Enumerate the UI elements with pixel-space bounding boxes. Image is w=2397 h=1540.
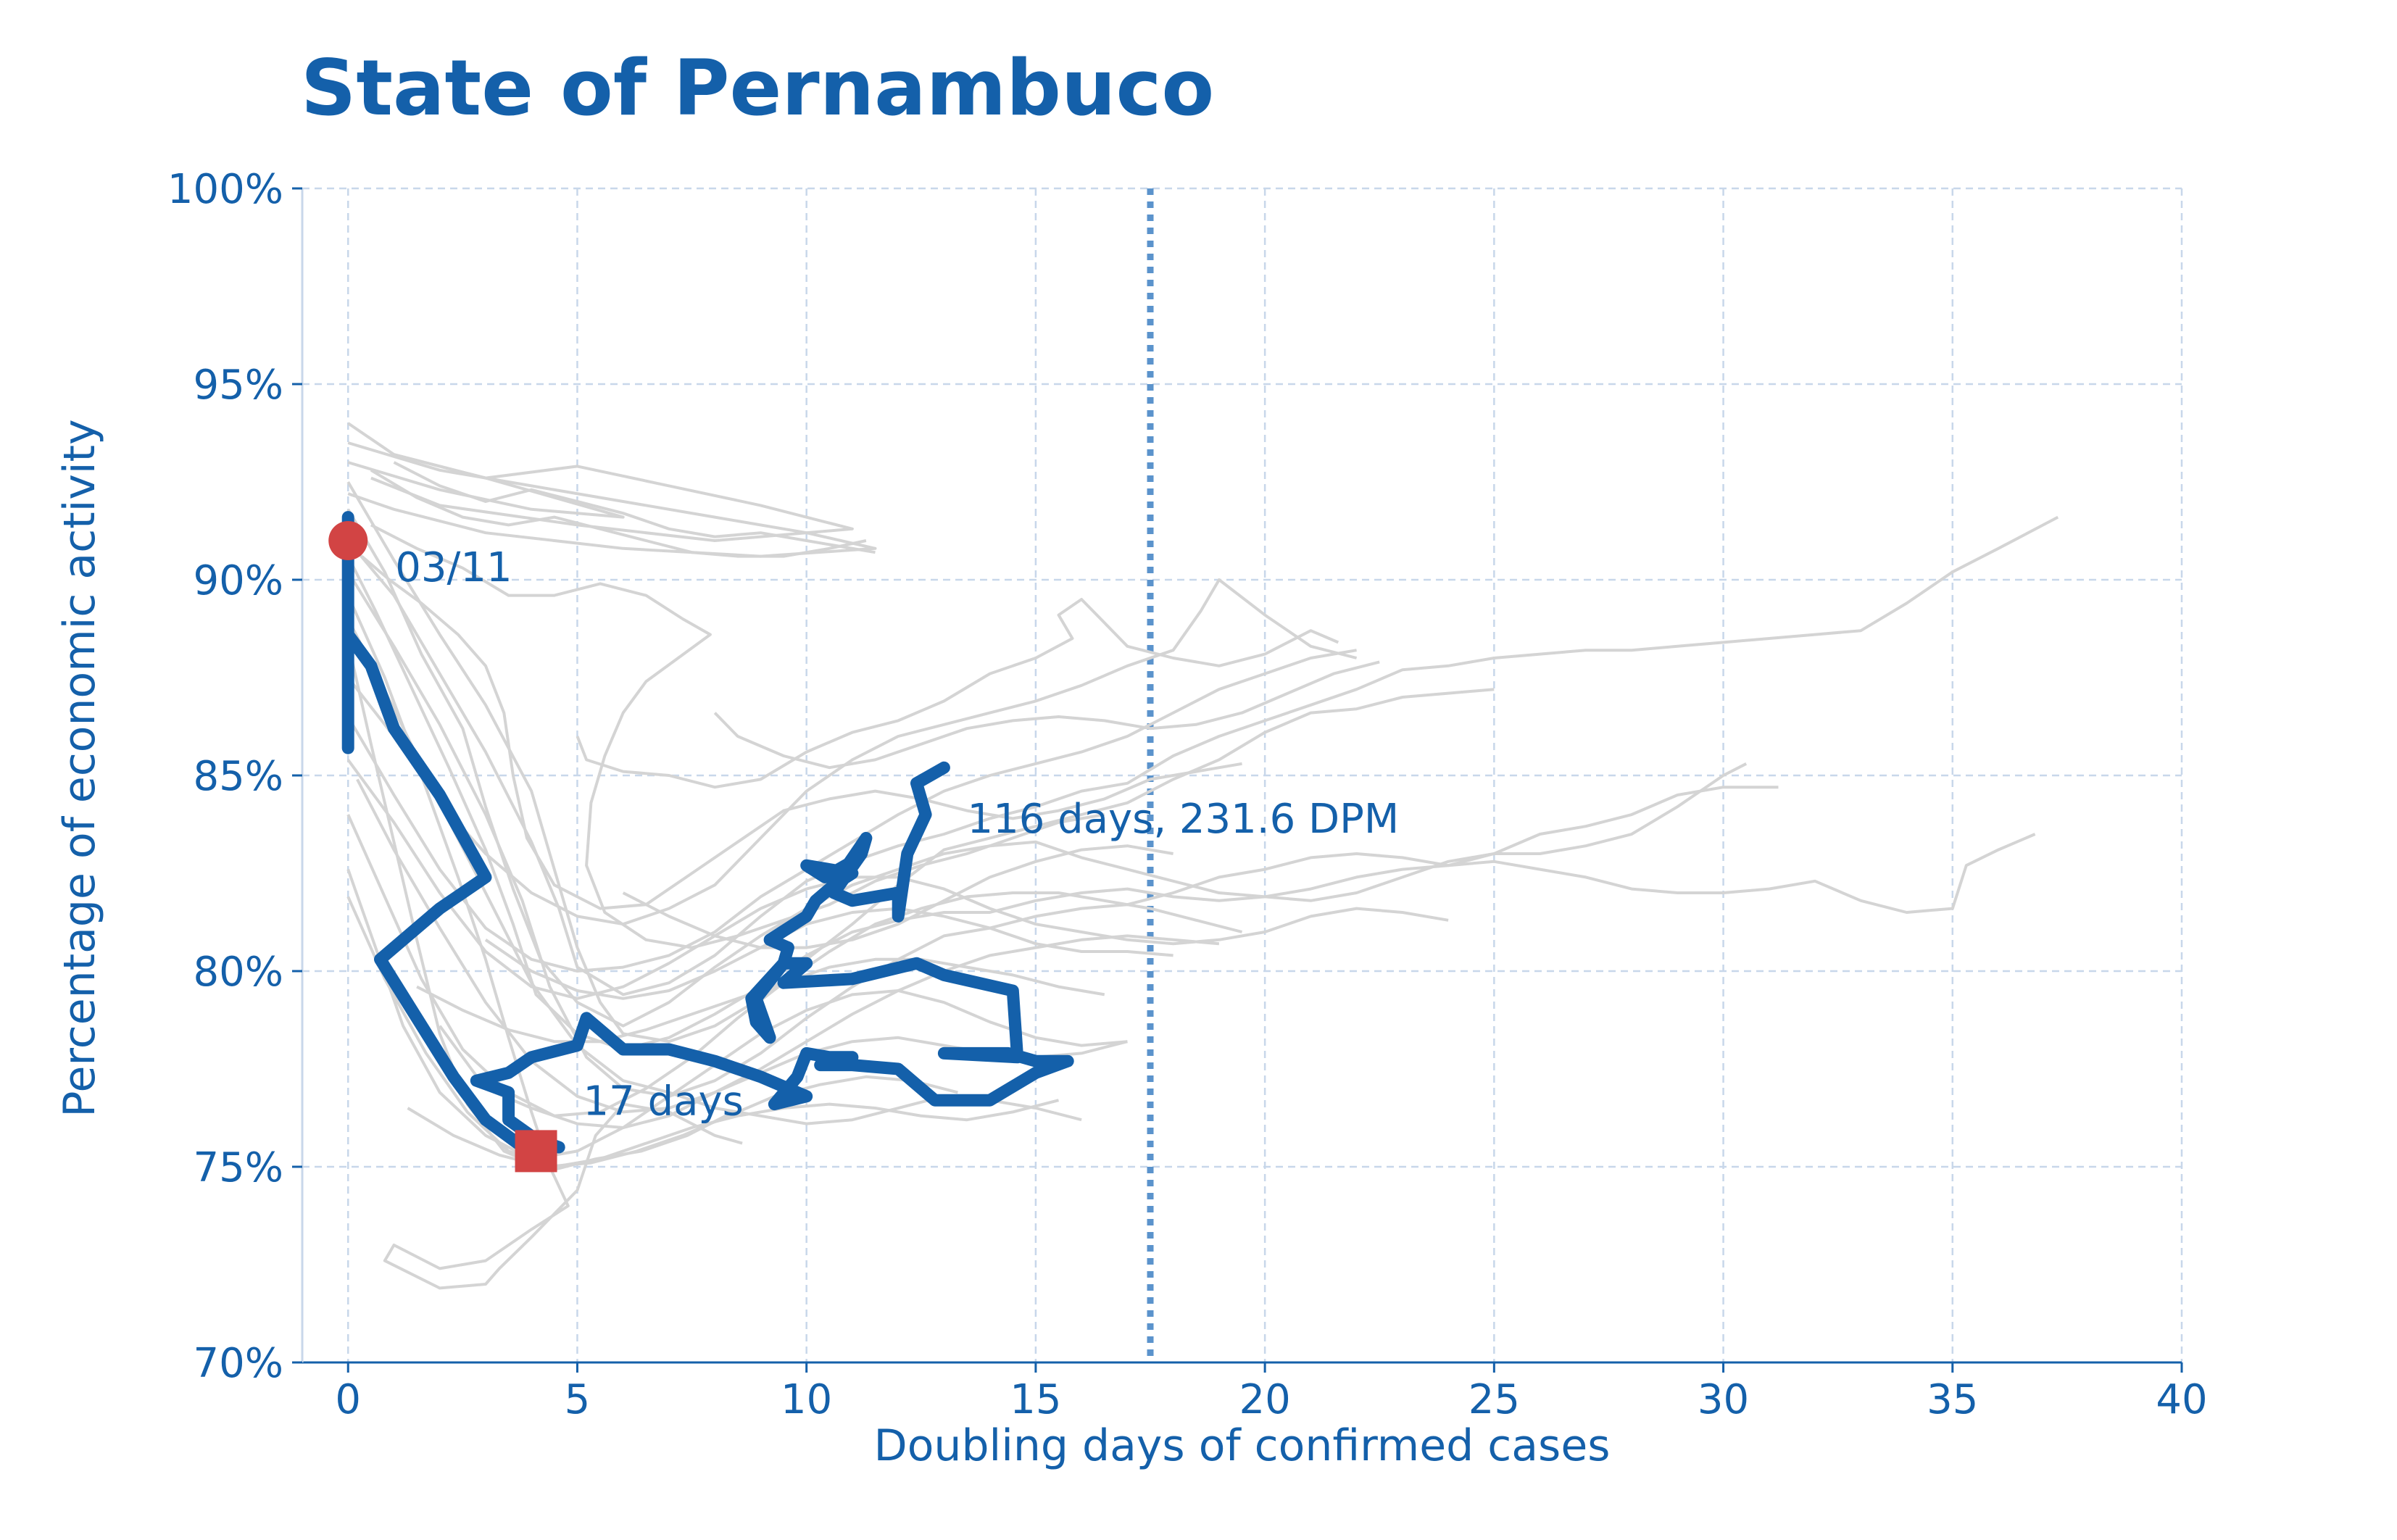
x-tick-label: 20 <box>1239 1376 1290 1423</box>
background-series-line <box>346 480 1495 1044</box>
y-tick-label: 95% <box>194 362 283 409</box>
highlight-series-line <box>341 511 1074 1154</box>
x-tick-label: 30 <box>1698 1376 1749 1423</box>
background-series-line <box>393 461 876 554</box>
background-series-line <box>407 1075 958 1168</box>
end-days-label: 17 days <box>583 1078 744 1125</box>
highlight-series-layer <box>341 511 1074 1154</box>
background-series-line <box>346 571 1779 1098</box>
y-tick-label: 100% <box>167 166 283 213</box>
x-tick-label: 10 <box>781 1376 832 1423</box>
background-series-line <box>347 422 854 542</box>
marker-layer <box>328 521 557 1173</box>
x-tick-label: 25 <box>1468 1376 1520 1423</box>
x-tick-label: 15 <box>1010 1376 1061 1423</box>
x-tick-label: 35 <box>1927 1376 1978 1423</box>
background-series-line <box>346 515 2059 996</box>
chart-title: State of Pernambuco <box>301 43 1215 133</box>
y-tick-label: 80% <box>194 949 283 996</box>
summary-label: 116 days, 231.6 DPM <box>967 796 1399 843</box>
background-series-line <box>370 469 867 558</box>
y-tick-label: 75% <box>194 1144 283 1191</box>
background-series-line <box>360 555 1242 910</box>
background-series-line <box>439 934 1220 1129</box>
y-tick-label: 70% <box>194 1340 283 1387</box>
end-point-marker <box>515 1130 557 1173</box>
annotation-layer: 03/11 17 days 116 days, 231.6 DPM <box>395 544 1399 1125</box>
x-tick-label: 5 <box>565 1376 591 1423</box>
x-tick-label: 40 <box>2156 1376 2207 1423</box>
background-series-line <box>346 555 2036 1051</box>
background-series-line <box>347 441 877 558</box>
background-series-line <box>622 844 1173 949</box>
start-point-marker <box>328 521 368 560</box>
background-series-line <box>347 453 625 519</box>
background-series-line <box>713 660 1380 770</box>
grid-layer <box>302 187 2183 1364</box>
y-axis-label: Percentage of economic activity <box>54 419 105 1117</box>
background-series-line <box>346 508 1748 1028</box>
background-series-line <box>346 896 1059 1168</box>
x-axis-label: Doubling days of confirmed cases <box>873 1420 1611 1471</box>
y-tick-label: 90% <box>194 557 283 604</box>
background-series-line <box>346 578 1358 926</box>
background-series-line <box>346 649 1357 973</box>
x-tick-label: 0 <box>335 1376 361 1423</box>
start-date-label: 03/11 <box>395 544 512 591</box>
background-series-line <box>576 598 1339 789</box>
axis-layer: 0 5 10 15 20 25 30 35 40 70% 75% 80% 85% 90% 95% 100% <box>167 166 2208 1423</box>
background-series-layer <box>346 422 2059 1290</box>
y-tick-label: 85% <box>194 753 283 800</box>
background-series-line <box>484 907 1173 1000</box>
